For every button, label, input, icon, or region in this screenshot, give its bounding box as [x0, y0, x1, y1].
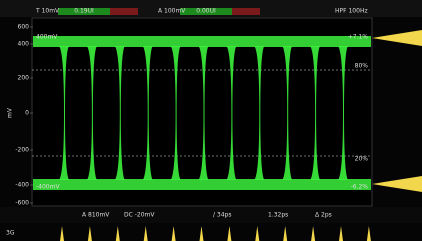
y-tick-label: 200 — [18, 75, 30, 82]
bottom-text: / 34ps — [213, 212, 232, 219]
y-tick-label: -400 — [15, 182, 29, 189]
right-label: -6.2% — [351, 184, 369, 191]
y-unit: mV — [7, 107, 14, 118]
top-text: 0.19UI — [74, 8, 94, 15]
scope-screen: T 10mV 0.19UI A 100mV 0.00UI HPF 100Hz m… — [0, 0, 422, 241]
level-label: -400mV — [36, 184, 60, 191]
level-label: 400mV — [36, 34, 58, 41]
top-text: T 10mV — [35, 8, 60, 15]
bottom-text: 1.32ps — [268, 212, 288, 219]
top-text: HPF 100Hz — [335, 8, 368, 15]
bottom-bar — [0, 207, 422, 223]
y-tick-label: -600 — [15, 200, 29, 207]
top-text: 0.00UI — [196, 8, 216, 15]
bottom-text: Δ 2ps — [315, 212, 332, 219]
right-label: 80% — [355, 63, 369, 70]
bottom-text: DC -20mV — [124, 212, 155, 219]
top-indicator — [110, 8, 138, 15]
strip-label: 3G — [6, 230, 15, 237]
low-band — [33, 179, 371, 190]
high-band — [33, 36, 371, 47]
top-text: A 100mV — [158, 8, 186, 15]
right-label: +7.1% — [348, 34, 369, 41]
bottom-text: A 810mV — [82, 212, 110, 219]
y-tick-label: 400 — [18, 41, 30, 48]
y-tick-label: -200 — [15, 147, 29, 154]
right-label: 20% — [355, 156, 369, 163]
top-indicator — [232, 8, 260, 15]
y-tick-label: 0 — [25, 110, 29, 117]
y-tick-label: 600 — [18, 24, 30, 31]
